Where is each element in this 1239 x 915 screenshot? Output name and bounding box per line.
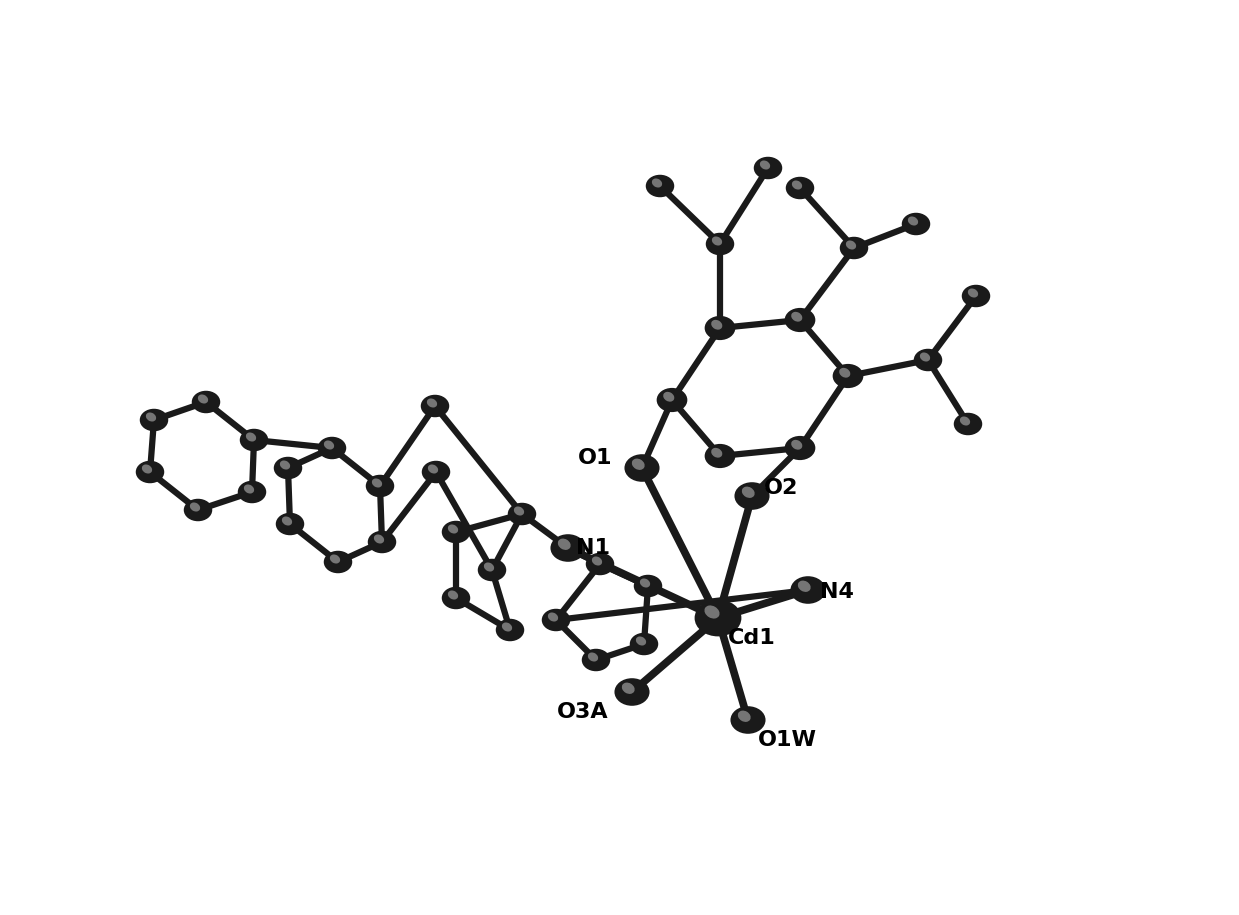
Ellipse shape — [658, 389, 686, 411]
Ellipse shape — [502, 622, 512, 631]
Ellipse shape — [786, 309, 814, 331]
Text: O2: O2 — [764, 478, 798, 498]
Ellipse shape — [551, 535, 585, 561]
Ellipse shape — [239, 482, 265, 502]
Ellipse shape — [244, 484, 254, 493]
Ellipse shape — [834, 365, 862, 387]
Ellipse shape — [963, 285, 989, 307]
Ellipse shape — [543, 609, 569, 630]
Ellipse shape — [663, 392, 674, 402]
Ellipse shape — [712, 236, 722, 245]
Ellipse shape — [636, 637, 646, 645]
Ellipse shape — [442, 587, 470, 608]
Ellipse shape — [792, 440, 803, 449]
Ellipse shape — [711, 320, 722, 329]
Ellipse shape — [706, 445, 735, 467]
Ellipse shape — [369, 532, 395, 552]
Ellipse shape — [318, 437, 346, 458]
Ellipse shape — [592, 556, 602, 565]
Ellipse shape — [146, 413, 156, 422]
Ellipse shape — [955, 414, 981, 435]
Ellipse shape — [323, 440, 335, 449]
Text: O1W: O1W — [758, 730, 817, 750]
Ellipse shape — [421, 396, 449, 416]
Ellipse shape — [280, 460, 290, 469]
Ellipse shape — [275, 458, 301, 479]
Ellipse shape — [372, 479, 382, 488]
Ellipse shape — [787, 178, 813, 199]
Ellipse shape — [193, 392, 219, 412]
Ellipse shape — [582, 650, 610, 670]
Text: O3A: O3A — [556, 702, 608, 722]
Ellipse shape — [846, 241, 856, 250]
Ellipse shape — [706, 317, 735, 339]
Ellipse shape — [919, 352, 930, 361]
Ellipse shape — [792, 312, 803, 322]
Ellipse shape — [367, 476, 393, 496]
Ellipse shape — [240, 430, 268, 450]
Text: O1: O1 — [577, 448, 612, 468]
Ellipse shape — [141, 410, 167, 430]
Text: N4: N4 — [820, 582, 854, 602]
Ellipse shape — [903, 214, 929, 234]
Ellipse shape — [509, 504, 535, 524]
Ellipse shape — [908, 217, 918, 225]
Ellipse shape — [634, 576, 662, 597]
Ellipse shape — [841, 238, 867, 258]
Ellipse shape — [442, 522, 470, 543]
Ellipse shape — [198, 394, 208, 404]
Ellipse shape — [422, 462, 450, 482]
Ellipse shape — [374, 534, 384, 544]
Ellipse shape — [736, 483, 768, 509]
Ellipse shape — [839, 368, 850, 378]
Ellipse shape — [798, 581, 810, 592]
Ellipse shape — [447, 524, 458, 533]
Ellipse shape — [142, 465, 152, 474]
Ellipse shape — [786, 437, 814, 459]
Ellipse shape — [276, 514, 304, 534]
Ellipse shape — [514, 507, 524, 515]
Ellipse shape — [711, 447, 722, 458]
Ellipse shape — [325, 552, 351, 572]
Ellipse shape — [706, 234, 733, 254]
Ellipse shape — [705, 606, 720, 619]
Ellipse shape — [427, 465, 439, 474]
Ellipse shape — [639, 578, 650, 587]
Ellipse shape — [185, 500, 211, 521]
Ellipse shape — [738, 711, 751, 722]
Ellipse shape — [330, 554, 341, 564]
Ellipse shape — [742, 487, 755, 498]
Ellipse shape — [652, 178, 662, 188]
Ellipse shape — [484, 563, 494, 572]
Ellipse shape — [587, 652, 598, 662]
Ellipse shape — [447, 590, 458, 599]
Ellipse shape — [696, 601, 740, 635]
Ellipse shape — [616, 679, 648, 705]
Ellipse shape — [792, 577, 824, 603]
Ellipse shape — [548, 612, 558, 621]
Text: Cd1: Cd1 — [729, 628, 776, 648]
Ellipse shape — [190, 502, 201, 511]
Ellipse shape — [647, 176, 673, 196]
Ellipse shape — [760, 160, 771, 169]
Ellipse shape — [558, 539, 571, 550]
Ellipse shape — [497, 619, 523, 640]
Ellipse shape — [136, 462, 164, 482]
Ellipse shape — [478, 560, 506, 580]
Ellipse shape — [755, 157, 782, 178]
Text: N1: N1 — [576, 538, 610, 558]
Ellipse shape — [587, 554, 613, 575]
Ellipse shape — [731, 707, 764, 733]
Ellipse shape — [914, 350, 942, 371]
Ellipse shape — [626, 456, 658, 480]
Ellipse shape — [622, 683, 634, 694]
Ellipse shape — [282, 516, 292, 525]
Ellipse shape — [792, 180, 802, 189]
Ellipse shape — [960, 416, 970, 425]
Ellipse shape — [245, 433, 256, 442]
Ellipse shape — [632, 458, 644, 470]
Ellipse shape — [427, 398, 437, 407]
Ellipse shape — [631, 634, 657, 654]
Ellipse shape — [968, 288, 978, 297]
